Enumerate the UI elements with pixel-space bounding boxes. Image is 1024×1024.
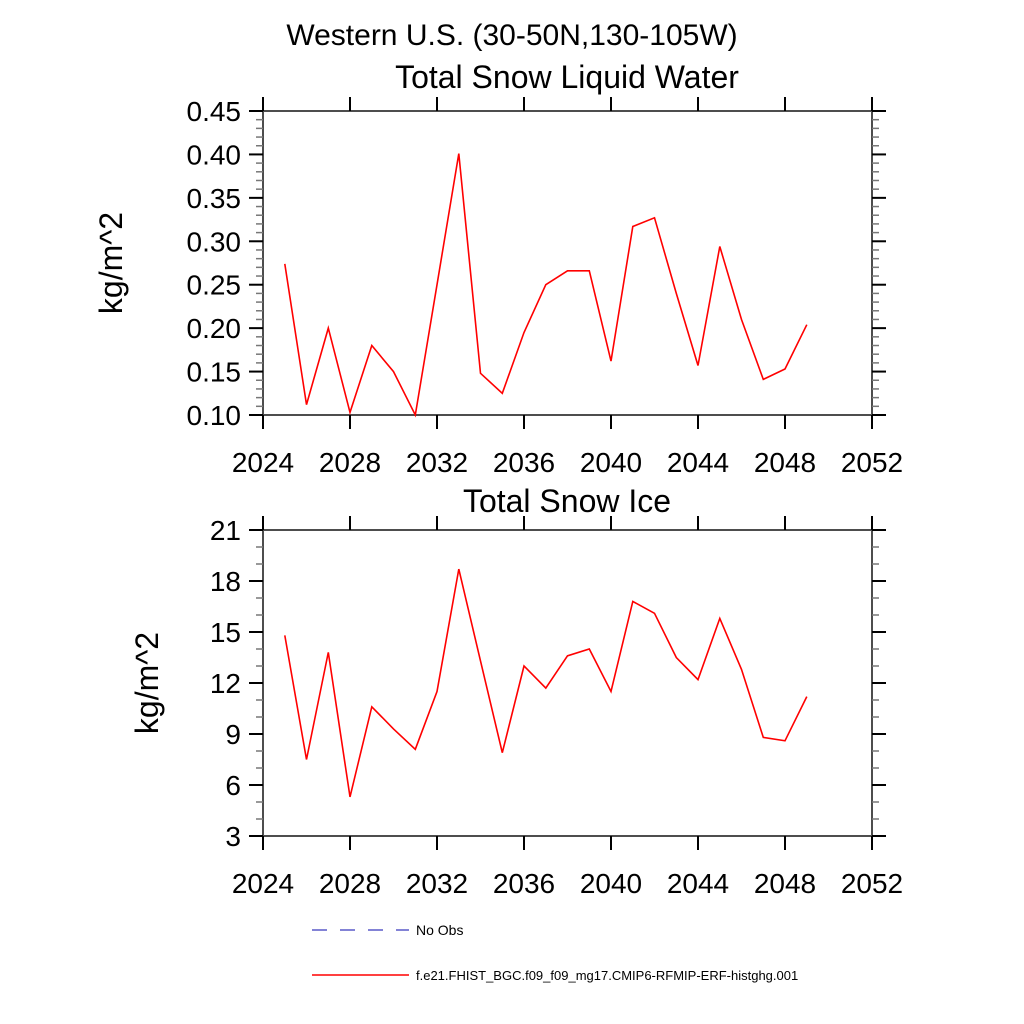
- y-tick-label: 12: [210, 668, 241, 699]
- y-tick-label: 9: [225, 719, 241, 750]
- chart2-title: Total Snow Ice: [463, 483, 671, 519]
- chart-total-snow-liquid-water: 2024 2028 2032 2036 2040 2044 2048 2052 0.45 0.40…: [187, 96, 904, 478]
- legend-series-label: f.e21.FHIST_BGC.f09_f09_mg17.CMIP6-RFMIP…: [416, 968, 798, 983]
- y-tick-label: 18: [210, 566, 241, 597]
- x-tick-label: 2052: [841, 868, 903, 899]
- x-tick-label: 2024: [232, 868, 294, 899]
- legend: No Obs f.e21.FHIST_BGC.f09_f09_mg17.CMIP…: [312, 922, 798, 983]
- y-tick-label: 0.35: [187, 183, 242, 214]
- x-tick-label: 2032: [406, 447, 468, 478]
- chart-total-snow-ice: 2024 2028 2032 2036 2040 2044 2048 2052 21 18 15 12…: [210, 515, 903, 899]
- y-tick-label: 0.10: [187, 400, 242, 431]
- series-line: [284, 568, 808, 798]
- y-tick-label: 0.15: [187, 357, 242, 388]
- chart1-title: Total Snow Liquid Water: [395, 59, 739, 95]
- x-tick-label: 2036: [493, 447, 555, 478]
- y-tick-label: 3: [225, 821, 241, 852]
- plot-box: [262, 529, 873, 837]
- x-tick-label: 2048: [754, 868, 816, 899]
- x-tick-label: 2028: [319, 447, 381, 478]
- x-tick-label: 2052: [841, 447, 903, 478]
- x-tick-label: 2044: [667, 447, 729, 478]
- x-tick-label: 2040: [580, 868, 642, 899]
- x-tick-label: 2040: [580, 447, 642, 478]
- series-line: [284, 153, 808, 418]
- y-tick-label: 6: [225, 770, 241, 801]
- plot-box: [262, 110, 873, 416]
- chart2-y-axis-label: kg/m^2: [129, 632, 165, 734]
- chart1-y-axis-label: kg/m^2: [93, 212, 129, 314]
- x-tick-label: 2036: [493, 868, 555, 899]
- x-tick-label: 2032: [406, 868, 468, 899]
- y-tick-label: 15: [210, 617, 241, 648]
- x-tick-label: 2044: [667, 868, 729, 899]
- legend-no-obs-label: No Obs: [416, 922, 463, 938]
- x-tick-label: 2028: [319, 868, 381, 899]
- x-tick-label: 2048: [754, 447, 816, 478]
- main-title: Western U.S. (30-50N,130-105W): [286, 19, 737, 52]
- y-tick-label: 0.20: [187, 313, 242, 344]
- y-tick-label: 0.45: [187, 96, 242, 127]
- x-tick-label: 2024: [232, 447, 294, 478]
- y-tick-label: 0.25: [187, 270, 242, 301]
- y-tick-label: 0.30: [187, 226, 242, 257]
- y-tick-label: 0.40: [187, 139, 242, 170]
- y-tick-label: 21: [210, 515, 241, 546]
